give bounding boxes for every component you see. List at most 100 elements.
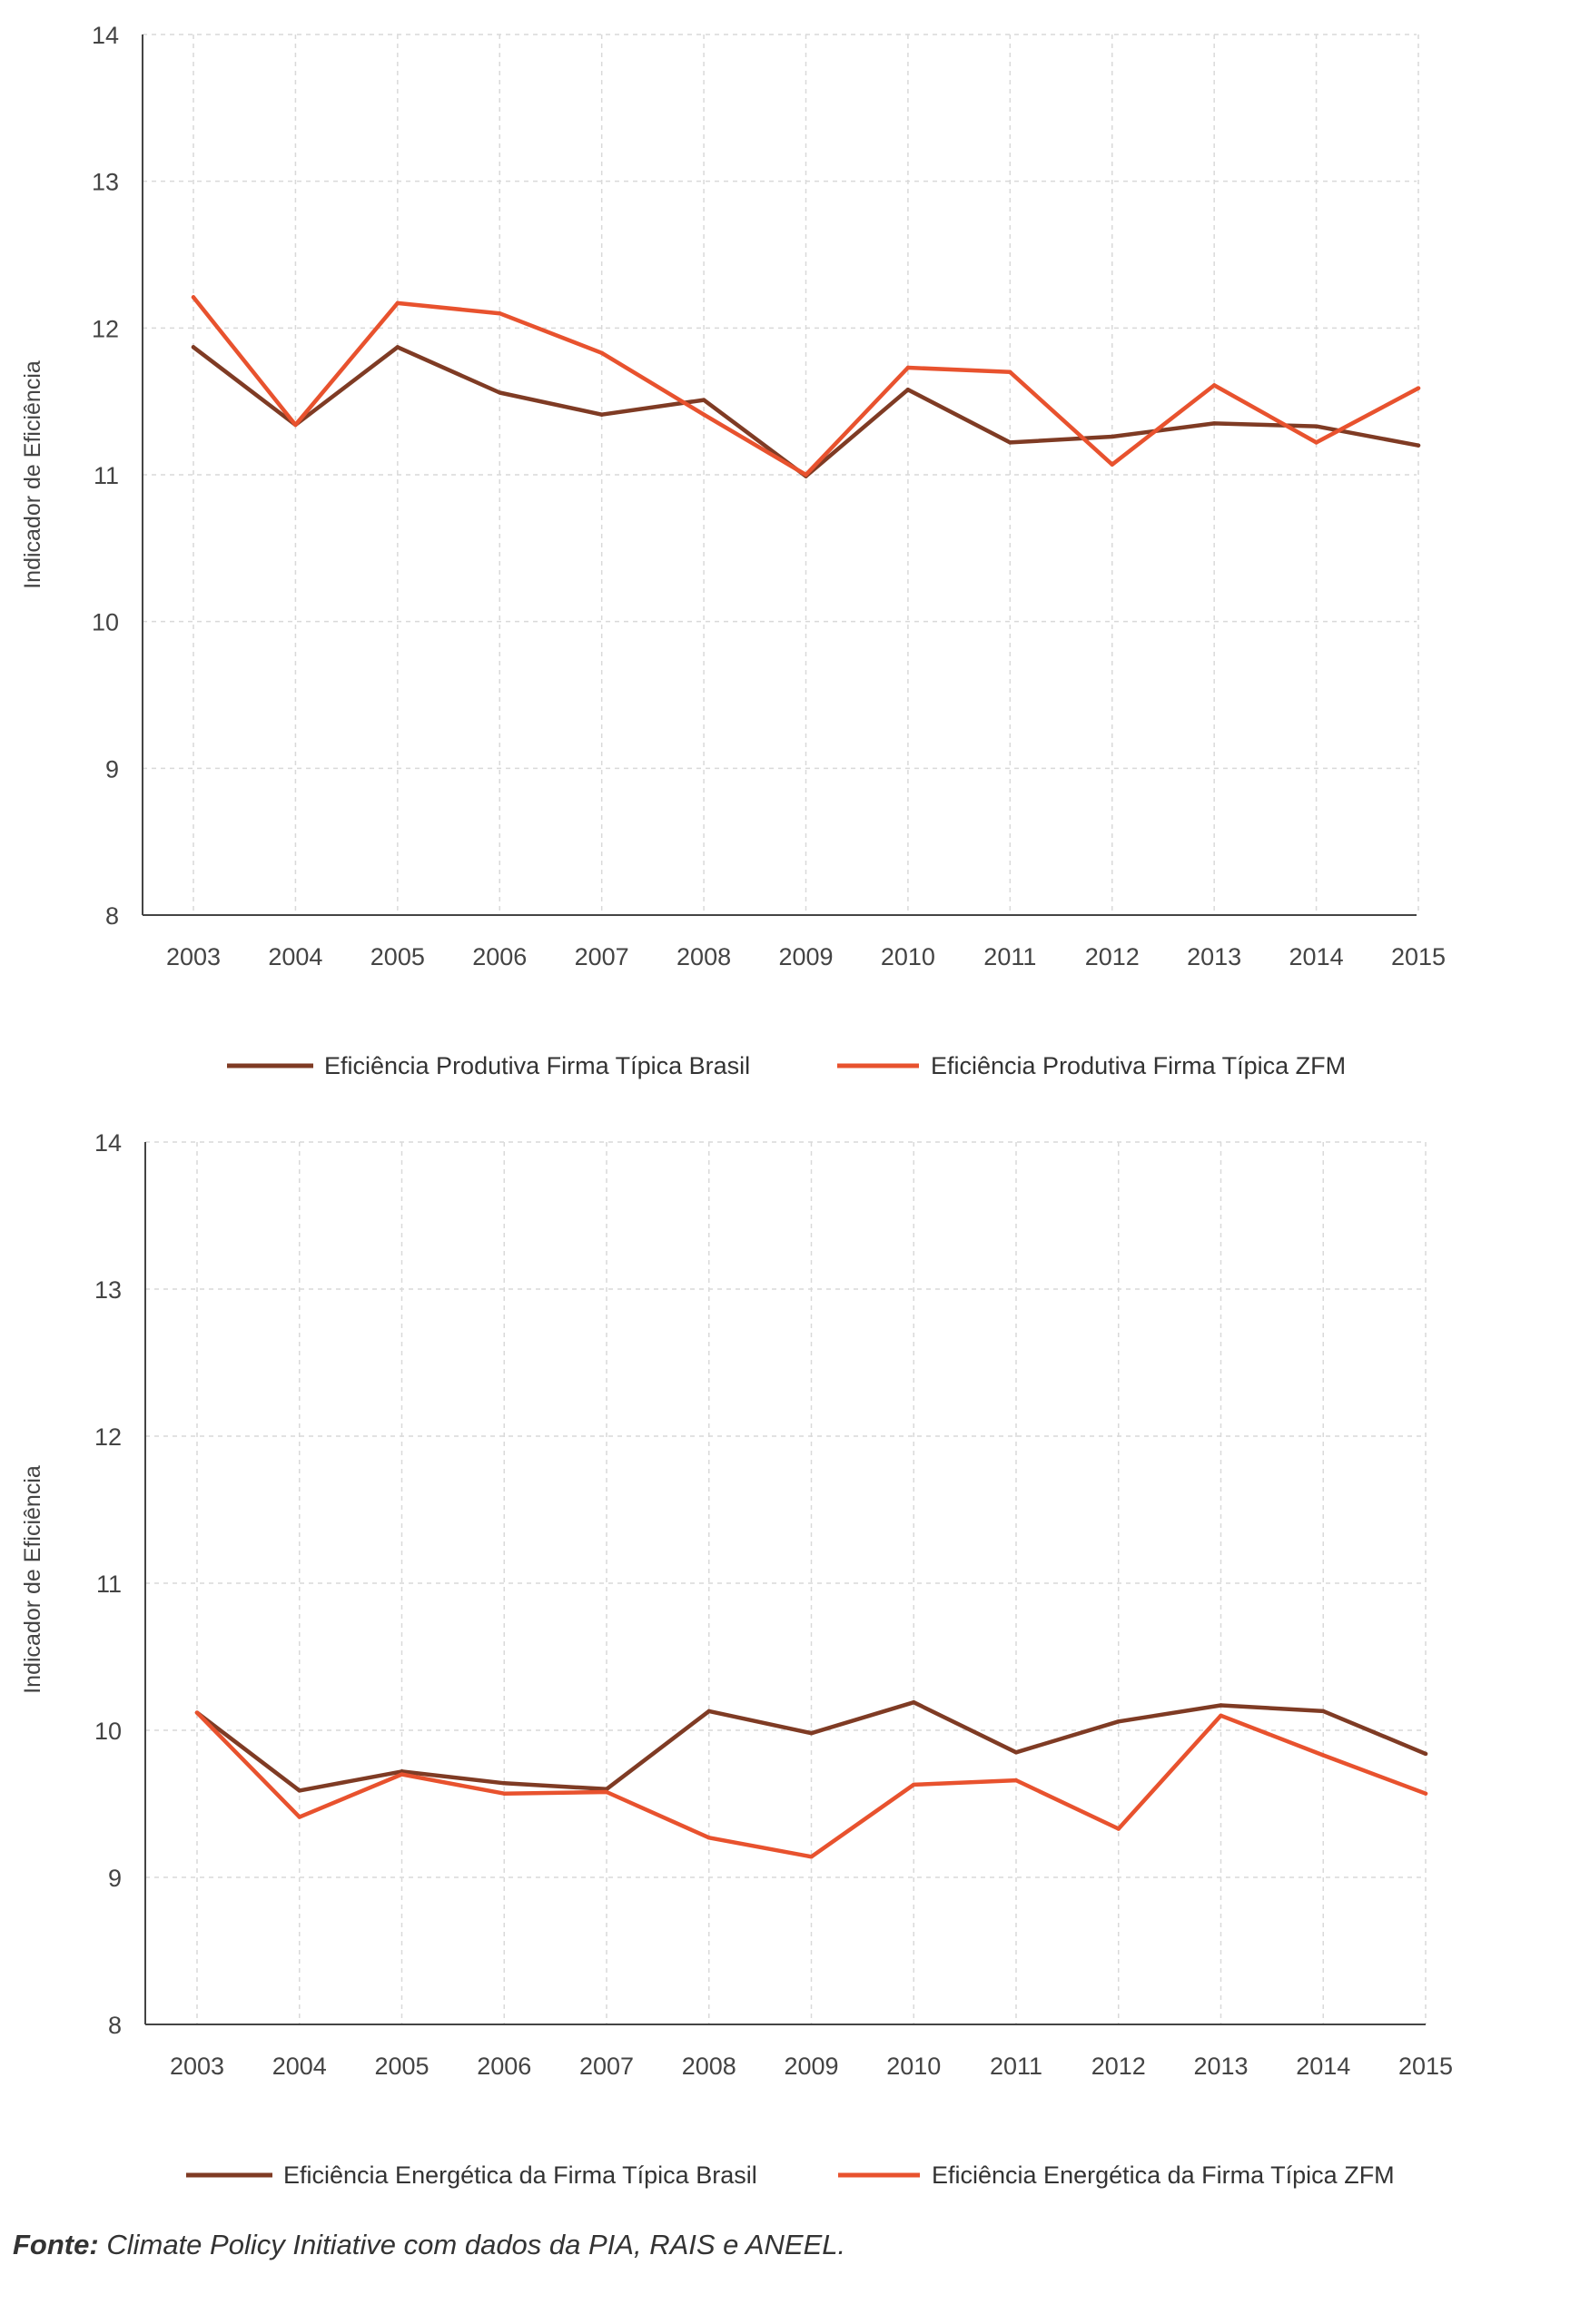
data-point [502, 1781, 507, 1786]
y-axis-title: Indicador de Eficiência [20, 1465, 45, 1694]
data-point [804, 472, 808, 478]
x-tick-label: 2010 [886, 2053, 941, 2080]
legend-label: Eficiência Produtiva Firma Típica Brasil [324, 1052, 750, 1079]
data-point [809, 1855, 814, 1859]
data-point [400, 1769, 404, 1774]
x-tick-label: 2009 [784, 2053, 838, 2080]
data-point [1314, 424, 1318, 428]
x-tick-label: 2011 [990, 2053, 1042, 2080]
x-tick-label: 2013 [1187, 943, 1241, 970]
data-point [502, 1791, 507, 1796]
x-tick-label: 2006 [477, 2053, 531, 2080]
data-point [599, 350, 604, 356]
data-point [1211, 421, 1217, 426]
data-point [1219, 1703, 1223, 1708]
data-point [293, 422, 298, 428]
chart-produtiva: 8 9 10 11 12 13 14 2003 2004 2005 2006 2007 2008 2009… [20, 22, 1446, 1079]
data-point [1110, 462, 1114, 467]
x-tick-label: 2005 [374, 2053, 429, 2080]
data-point [191, 295, 196, 300]
x-tick-label: 2014 [1296, 2053, 1350, 2080]
y-tick-label: 10 [94, 1718, 122, 1745]
x-tick-label: 2012 [1085, 943, 1140, 970]
data-point [194, 1710, 200, 1715]
data-point [1321, 1753, 1326, 1758]
x-tick-label: 2015 [1391, 943, 1446, 970]
data-point [1416, 386, 1421, 390]
x-tick-label: 2003 [166, 943, 221, 970]
series-line-eficiencia-produtiva-firma-tipica-brasil [191, 345, 1421, 478]
x-tick-label: 2005 [370, 943, 425, 970]
x-tick-label: 2007 [575, 943, 629, 970]
source-note: Fonte: Climate Policy Initiative com dad… [13, 2229, 845, 2261]
data-point [1013, 1777, 1019, 1783]
x-tick-label: 2011 [983, 943, 1036, 970]
y-tick-label: 12 [92, 315, 119, 342]
y-tick-label: 10 [92, 609, 119, 636]
x-tick-label: 2008 [682, 2053, 736, 2080]
chart-energetica: 8 9 10 11 12 13 14 2003 2004 2005 2006 2007 2008 2009… [20, 1129, 1453, 2189]
y-tick-label: 9 [108, 1865, 122, 1892]
data-point [1116, 1827, 1121, 1831]
series-line-eficiencia-produtiva-firma-tipica-zfm [191, 295, 1421, 478]
y-tick-label: 8 [105, 902, 119, 930]
x-tick-label: 2014 [1289, 943, 1344, 970]
y-tick-label: 11 [96, 1571, 122, 1598]
data-point [701, 398, 706, 402]
x-tick-label: 2007 [579, 2053, 634, 2080]
data-point [905, 365, 911, 370]
data-point [191, 345, 196, 350]
data-point [1008, 369, 1012, 375]
data-point [809, 1731, 814, 1736]
data-point [297, 1815, 301, 1819]
x-tick-label: 2004 [272, 2053, 327, 2080]
data-point [400, 1772, 404, 1777]
y-tick-label: 8 [108, 2012, 122, 2039]
data-point [1314, 440, 1318, 445]
data-point [1416, 443, 1421, 448]
data-point [701, 412, 706, 417]
data-point [912, 1700, 916, 1705]
y-tick-label: 13 [94, 1276, 122, 1304]
data-point [498, 390, 502, 395]
data-point [498, 310, 502, 316]
y-tick-label: 9 [105, 755, 119, 783]
data-point [912, 1782, 916, 1787]
source-text: Climate Policy Initiative com dados da P… [106, 2229, 846, 2260]
x-tick-label: 2003 [170, 2053, 224, 2080]
legend-label: Eficiência Energética da Firma Típica ZF… [932, 2162, 1395, 2189]
data-point [706, 1836, 711, 1840]
source-label: Fonte: [13, 2229, 99, 2260]
data-point [1013, 1750, 1019, 1755]
x-tick-label: 2015 [1398, 2053, 1453, 2080]
data-point [1219, 1713, 1223, 1718]
data-point [297, 1788, 301, 1793]
data-point [1211, 383, 1217, 388]
y-tick-label: 11 [94, 462, 119, 489]
x-tick-label: 2008 [676, 943, 731, 970]
x-tick-label: 2004 [268, 943, 322, 970]
data-point [395, 345, 400, 350]
data-point [706, 1709, 711, 1714]
x-tick-label: 2013 [1193, 2053, 1248, 2080]
x-tick-label: 2010 [881, 943, 935, 970]
data-point [1321, 1709, 1326, 1714]
data-point [1116, 1719, 1121, 1724]
y-tick-label: 12 [94, 1423, 122, 1451]
data-point [1110, 434, 1114, 439]
y-tick-label: 13 [92, 169, 119, 196]
y-axis-title: Indicador de Eficiência [20, 360, 45, 589]
y-tick-label: 14 [92, 22, 119, 49]
x-tick-label: 2009 [778, 943, 833, 970]
data-point [395, 300, 400, 306]
data-point [1423, 1751, 1428, 1757]
data-point [1423, 1791, 1428, 1796]
legend-label: Eficiência Energética da Firma Típica Br… [283, 2162, 757, 2189]
data-point [599, 412, 604, 417]
data-point [1008, 440, 1012, 445]
data-point [604, 1789, 609, 1795]
y-tick-label: 14 [94, 1129, 122, 1157]
legend-label: Eficiência Produtiva Firma Típica ZFM [931, 1052, 1346, 1079]
x-tick-label: 2012 [1091, 2053, 1146, 2080]
x-tick-label: 2006 [472, 943, 527, 970]
